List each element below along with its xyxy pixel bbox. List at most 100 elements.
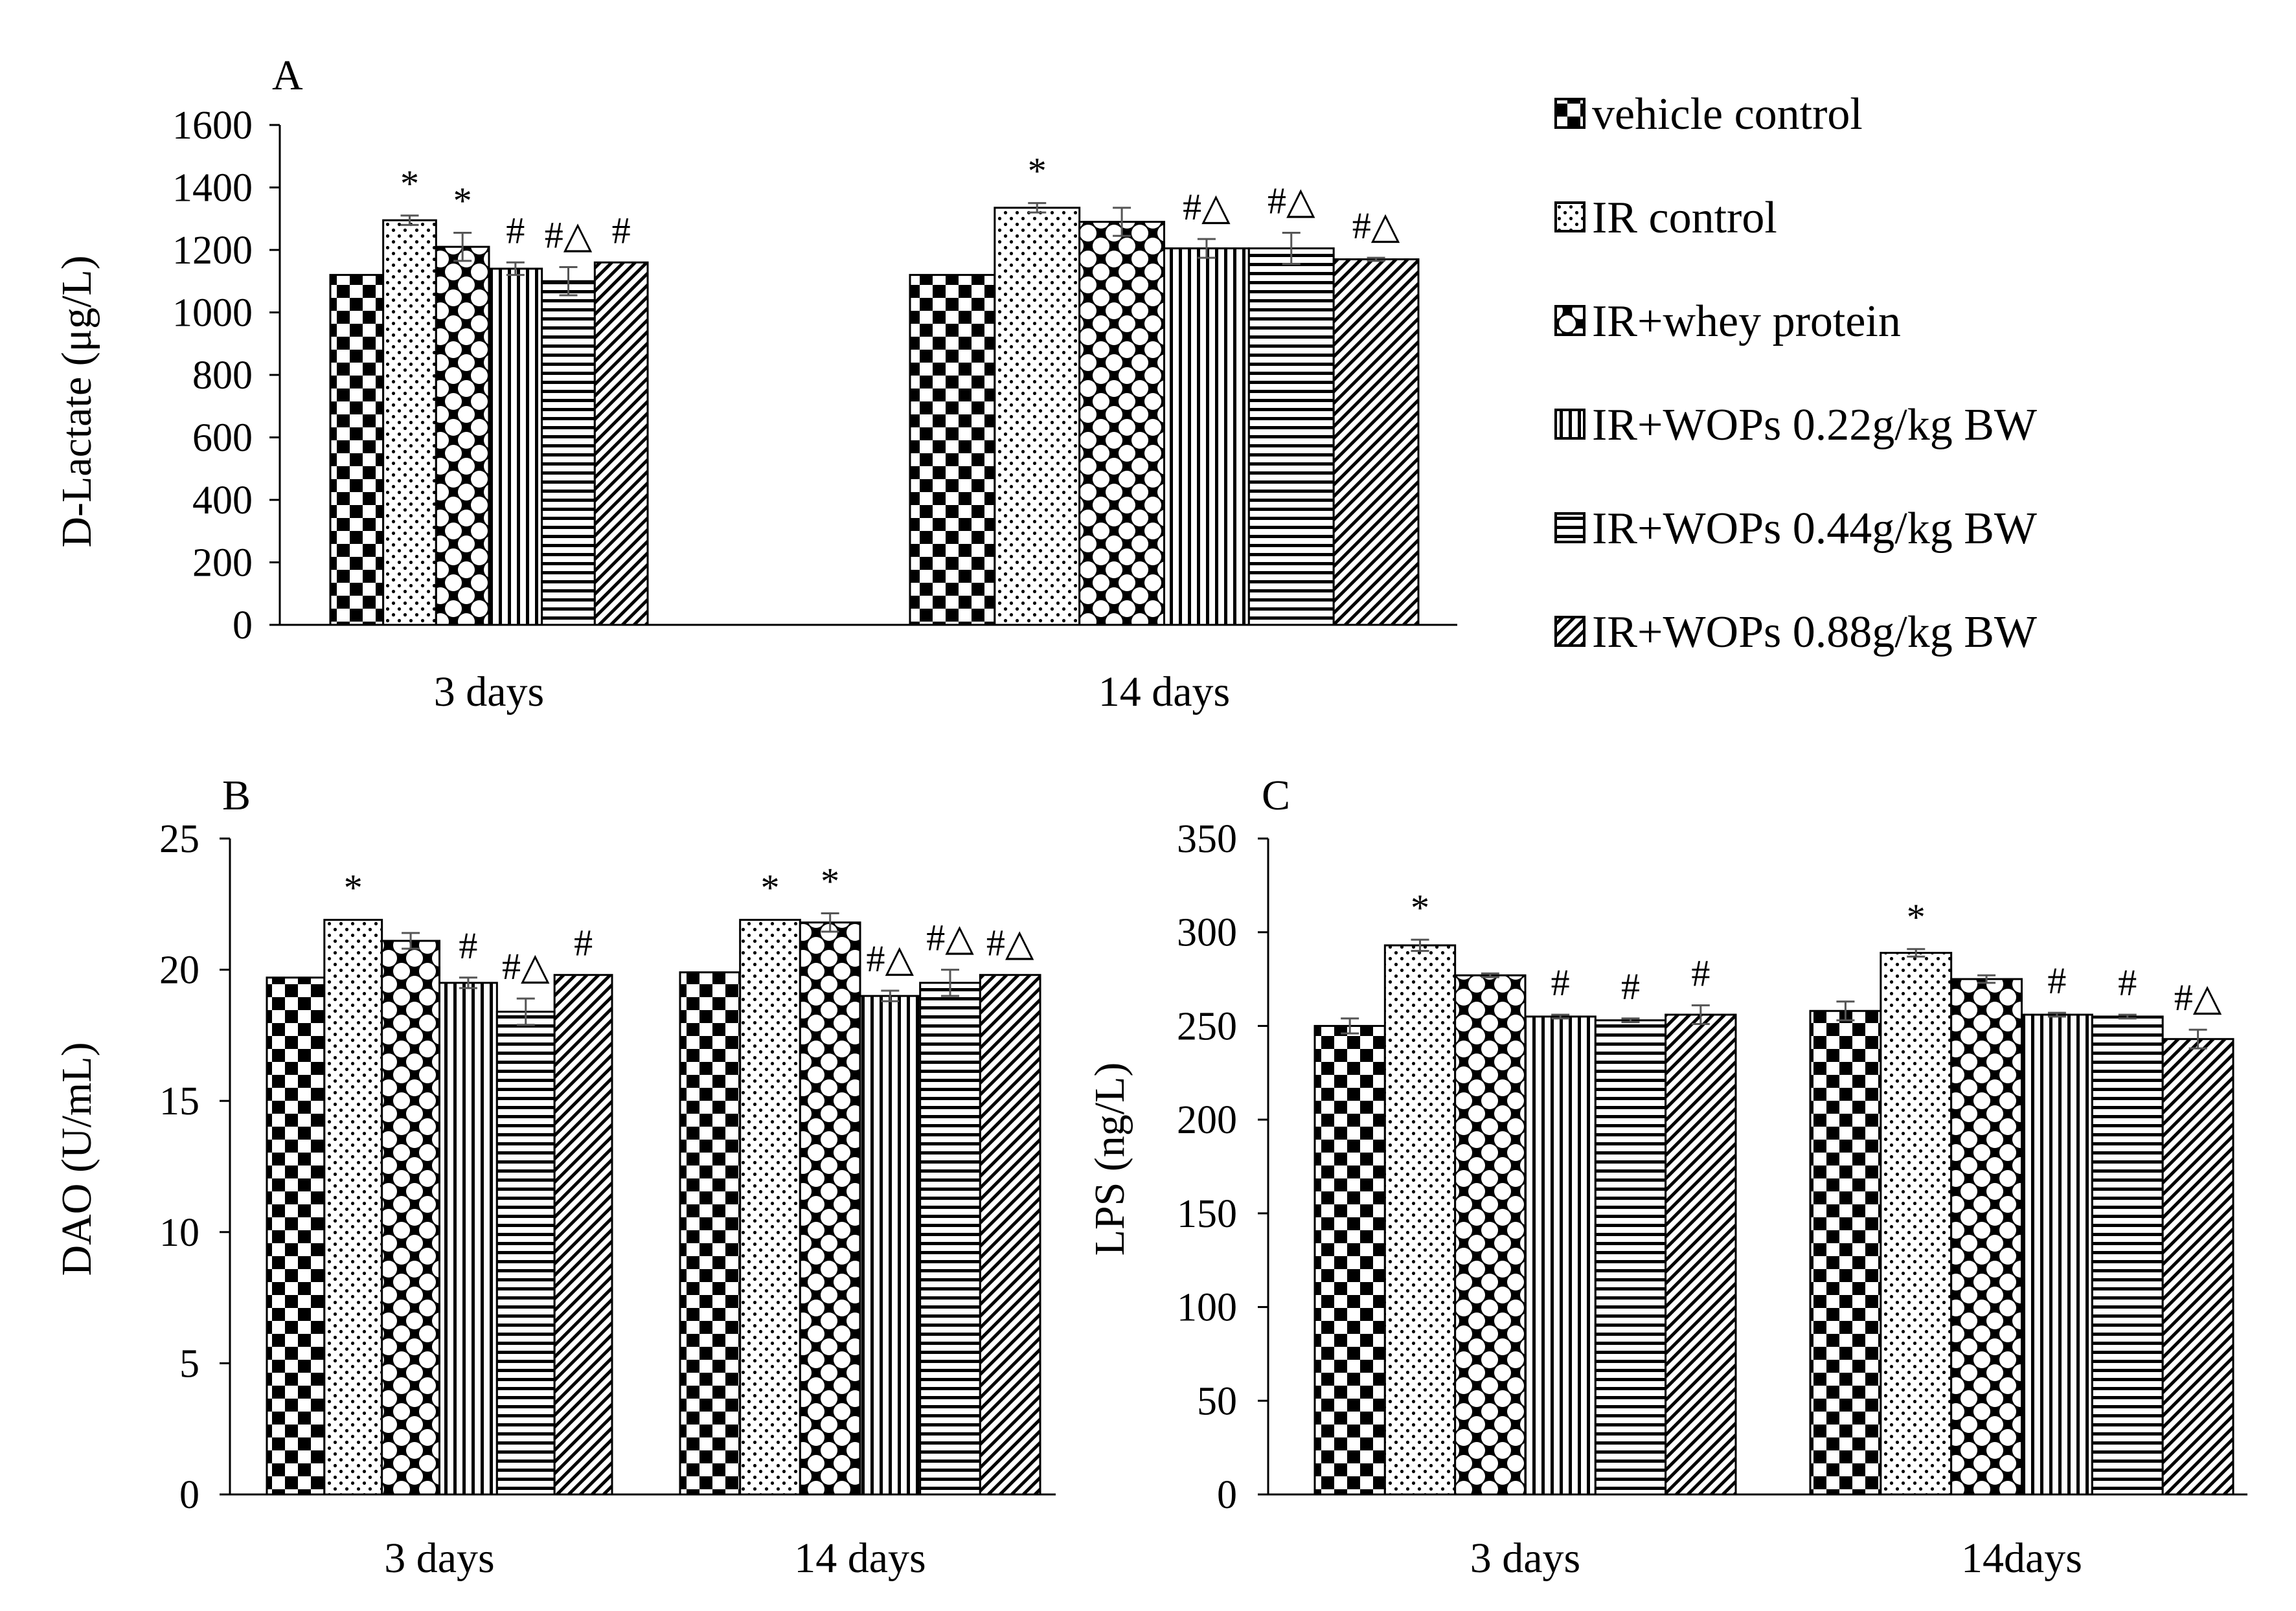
bar-a-0-0 [329, 274, 385, 626]
error-bar [402, 932, 420, 950]
bar-a-1-2 [1078, 221, 1165, 626]
significance-mark: # [1551, 962, 1570, 1004]
bar-a-0-5 [593, 261, 649, 626]
significance-mark: * [821, 860, 839, 902]
bar-c-1-0 [1809, 1009, 1882, 1496]
error-bar [941, 969, 959, 997]
legend-label: IR+WOPs 0.22g/kg BW [1592, 400, 2037, 450]
significance-mark: # [574, 922, 593, 964]
significance-mark: # [506, 209, 525, 251]
bar-b-0-1 [323, 919, 383, 1496]
error-bar [506, 261, 525, 276]
chart-panel-c: C LPS (ng/L) 0 50 100 150 200 250 300 350 * # # #3 … [1086, 772, 2247, 1582]
bar-b-0-3 [438, 982, 498, 1496]
y-tick-label: 150 [1177, 1192, 1237, 1236]
y-tick-label: 10 [159, 1211, 199, 1255]
bar-b-1-0 [679, 971, 742, 1496]
significance-mark: * [344, 867, 363, 909]
y-tick-label: 20 [159, 949, 199, 993]
significance-mark: #△ [926, 917, 974, 959]
y-tick-label: 600 [192, 416, 253, 460]
legend-swatch [1554, 616, 1586, 647]
significance-mark: * [400, 163, 419, 205]
significance-mark: #△ [1183, 186, 1231, 228]
y-tick-label: 350 [1177, 817, 1237, 861]
bar-b-1-4 [919, 982, 981, 1496]
y-tick-label: 200 [192, 541, 253, 585]
error-bar [1028, 202, 1047, 214]
significance-mark: * [1907, 896, 1926, 938]
bar-b-0-2 [381, 940, 441, 1496]
bar-c-0-4 [1594, 1019, 1667, 1496]
bar-a-0-1 [382, 219, 437, 626]
x-category-label: 3 days [1470, 1535, 1580, 1582]
bar-b-1-5 [979, 974, 1041, 1496]
significance-mark: #△ [986, 922, 1034, 964]
error-bar [400, 214, 419, 226]
y-tick-label: 1400 [172, 166, 253, 210]
legend-label: vehicle control [1592, 89, 1863, 139]
x-category-label: 3 days [434, 668, 544, 715]
error-bar [1836, 1000, 1855, 1022]
legend-label: IR+WOPs 0.44g/kg BW [1592, 504, 2037, 554]
error-bar [1411, 938, 1429, 952]
y-tick-label: 800 [192, 354, 253, 398]
y-tick-label: 400 [192, 479, 253, 523]
bar-c-1-4 [2091, 1015, 2164, 1496]
y-tick-label: 100 [1177, 1286, 1237, 1330]
y-axis-title-a: D-Lactate (μg/L) [53, 255, 100, 547]
error-bar [1621, 1017, 1640, 1024]
bar-c-0-5 [1665, 1013, 1737, 1496]
error-bar [2188, 1028, 2207, 1050]
error-bar [1551, 1013, 1570, 1020]
bar-c-1-1 [1880, 952, 1953, 1496]
bar-b-1-2 [799, 921, 861, 1496]
y-tick-label: 250 [1177, 1004, 1237, 1048]
bar-a-1-5 [1332, 258, 1420, 626]
y-tick-label: 200 [1177, 1098, 1237, 1142]
legend-swatch [1554, 512, 1586, 543]
error-bar [1367, 256, 1385, 262]
significance-mark: #△ [1267, 179, 1315, 221]
bar-a-0-2 [435, 245, 490, 626]
panel-label-c: C [1262, 772, 1290, 819]
error-bar [559, 266, 578, 297]
y-tick-label: 0 [1217, 1473, 1237, 1517]
legend-swatch [1554, 201, 1586, 232]
y-tick-label: 25 [159, 817, 199, 861]
significance-mark: # [459, 925, 477, 967]
error-bar [1282, 231, 1301, 265]
bar-c-1-2 [1950, 978, 2023, 1496]
error-bar [2047, 1011, 2066, 1018]
y-axis-title-b: DAO (U/mL) [53, 1042, 100, 1276]
y-tick-label: 1200 [172, 229, 253, 273]
error-bar [453, 231, 472, 262]
significance-mark: #△ [502, 945, 550, 987]
error-bar [1197, 238, 1216, 259]
significance-mark: # [612, 209, 631, 251]
bar-a-0-4 [541, 280, 596, 626]
legend-swatch [1554, 98, 1586, 129]
bar-a-1-3 [1163, 247, 1250, 626]
bar-a-0-3 [488, 267, 543, 626]
bar-c-0-2 [1454, 974, 1527, 1496]
error-bar [881, 989, 900, 1002]
panel-label-a: A [272, 52, 303, 99]
significance-mark: # [1621, 965, 1640, 1008]
error-bar [1481, 972, 1499, 978]
significance-mark: * [453, 179, 472, 221]
bar-c-1-5 [2161, 1038, 2234, 1496]
y-axis-title-c: LPS (ng/L) [1086, 1063, 1133, 1256]
bar-c-0-3 [1524, 1015, 1597, 1496]
significance-mark: * [1028, 150, 1047, 192]
legend-label: IR+whey protein [1592, 297, 1901, 346]
significance-mark: * [1411, 886, 1429, 929]
chart-panel-b: B DAO (U/mL) 0 5 10 15 20 25 * # #△ #3 days * * #△ #△… [53, 772, 1056, 1582]
x-category-label: 3 days [384, 1535, 494, 1582]
error-bar [1907, 948, 1926, 958]
error-bar [1341, 1017, 1359, 1035]
significance-mark: * [761, 867, 780, 909]
y-tick-label: 1600 [172, 104, 253, 148]
error-bar [459, 976, 477, 989]
